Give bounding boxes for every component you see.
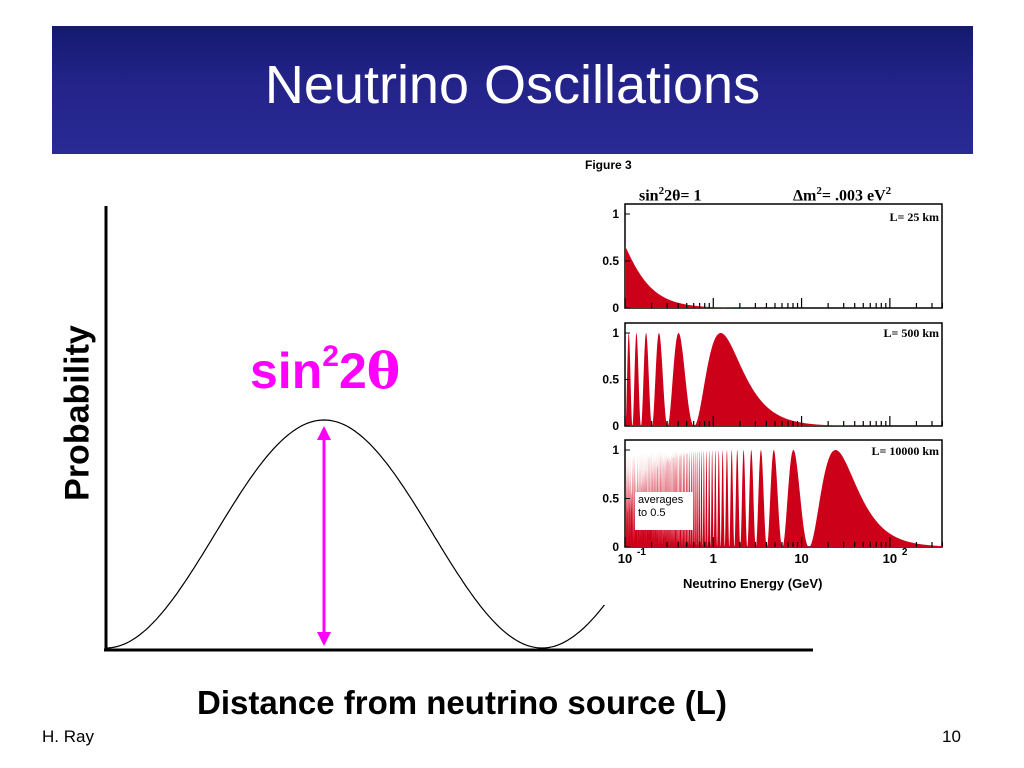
amplitude-arrowhead-top [317, 426, 331, 440]
y-tick-label: 0 [612, 301, 619, 315]
averaging-note: averages to 0.5 [635, 492, 693, 530]
title-bar: Neutrino Oscillations [52, 26, 973, 154]
y-tick-label: 1 [612, 207, 619, 221]
mass-splitting-header: Δm2= .003 eV2 [793, 185, 892, 205]
panel-label-10000km: L= 10000 km [871, 444, 939, 458]
y-tick-label: 0.5 [602, 254, 619, 268]
amplitude-label: sin22θ [250, 340, 401, 400]
x-tick-label: 10 [883, 551, 897, 566]
probability-area-1 [625, 333, 943, 426]
y-tick-label: 0.5 [602, 492, 619, 506]
amplitude-arrowhead-bottom [317, 632, 331, 646]
x-tick-exponent: -1 [637, 547, 646, 558]
probability-area-2 [625, 450, 943, 547]
y-tick-label: 0 [612, 540, 619, 554]
page-number: 10 [942, 727, 961, 746]
y-tick-label: 1 [612, 326, 619, 340]
y-tick-label: 0 [612, 419, 619, 433]
x-tick-label: 10 [618, 551, 632, 566]
y-tick-label: 0.5 [602, 373, 619, 387]
figure-caption: Figure 3 [585, 158, 632, 172]
oscillation-curve [105, 419, 674, 649]
footer-author: H. Ray [42, 727, 94, 746]
slide-title: Neutrino Oscillations [264, 55, 761, 115]
figure-x-axis-label: Neutrino Energy (GeV) [683, 576, 823, 591]
mixing-angle-header: sin22θ= 1 [639, 185, 702, 205]
panel-label-25km: L= 25 km [889, 210, 939, 224]
panel-label-500km: L= 500 km [883, 326, 939, 340]
x-tick-label: 1 [710, 551, 717, 566]
y-tick-label: 1 [612, 443, 619, 457]
probability-area-0 [625, 245, 943, 308]
x-tick-exponent: 2 [902, 547, 908, 558]
x-axis-label: Distance from neutrino source (L) [197, 684, 727, 721]
y-axis-label: Probability [58, 324, 97, 501]
x-tick-label: 10 [794, 551, 808, 566]
figure-3-panel: Figure 3 sin22θ= 1 Δm2= .003 eV2 0 0.5 1 0 0… [583, 158, 943, 605]
